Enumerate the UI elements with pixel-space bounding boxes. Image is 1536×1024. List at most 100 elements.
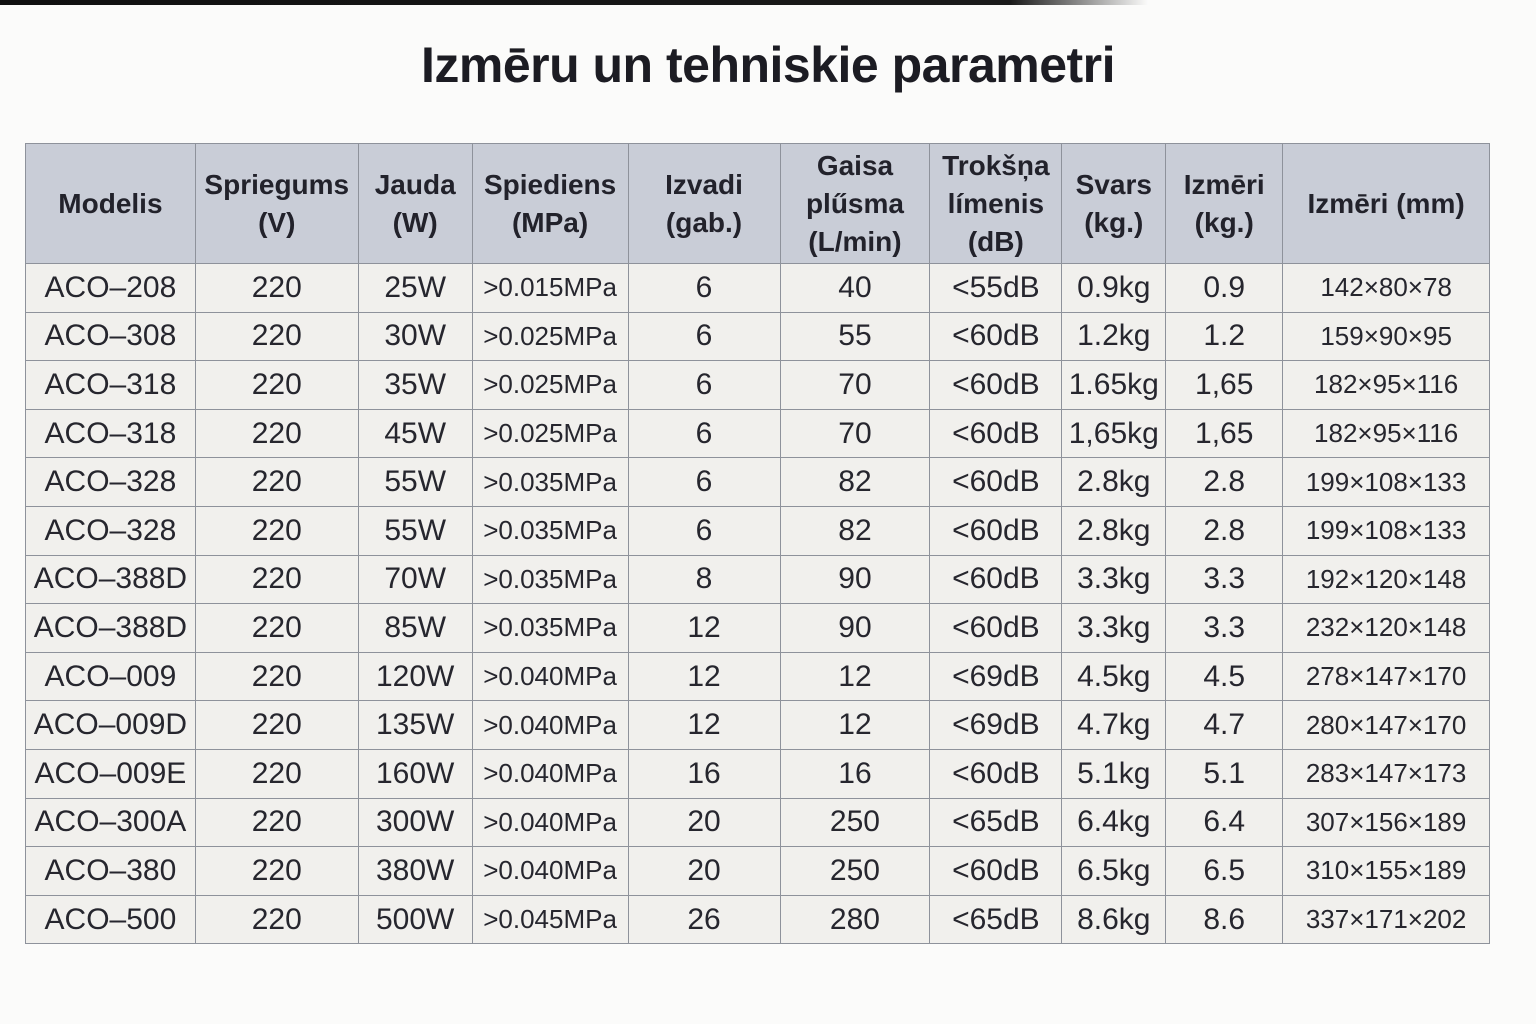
table-row: ACO–009E 220 160W >0.040MPa 16 16 <60dB 5.1kg 5.…: [25, 748, 1490, 799]
cell-gaisa-plusma: 16: [779, 748, 931, 799]
table-row: ACO–328 220 55W >0.035MPa 6 82 <60dB 2.8kg 2.8 19…: [25, 457, 1490, 507]
cell-jauda: 55W: [357, 505, 473, 556]
cell-izvadi: 20: [627, 846, 781, 896]
cell-gaisa-plusma: 55: [779, 311, 931, 362]
cell-gaisa-plusma: 70: [779, 408, 931, 459]
cell-spiediens: >0.025MPa: [471, 360, 629, 410]
cell-izmeri-mm: 159×90×95: [1282, 311, 1490, 362]
cell-modelis: ACO–388D: [25, 603, 196, 653]
cell-izvadi: 6: [627, 505, 781, 556]
cell-spriegums: 220: [194, 263, 359, 313]
cell-spriegums: 220: [194, 457, 359, 507]
cell-spiediens: >0.035MPa: [471, 603, 629, 653]
cell-modelis: ACO–328: [25, 457, 196, 507]
cell-svars: 2.8kg: [1061, 457, 1167, 507]
cell-spiediens: >0.040MPa: [471, 651, 629, 702]
cell-izmeri-mm: 310×155×189: [1282, 846, 1490, 896]
column-header-line: Gaisa: [816, 149, 894, 181]
cell-troksna-limenis: <65dB: [929, 797, 1063, 848]
column-header-line: Spriegums: [204, 168, 350, 200]
cell-troksna-limenis: <65dB: [929, 894, 1063, 945]
cell-spiediens: >0.040MPa: [471, 748, 629, 799]
cell-spriegums: 220: [194, 408, 359, 459]
cell-svars: 6.5kg: [1061, 846, 1167, 896]
cell-izvadi: 12: [627, 651, 781, 702]
cell-modelis: ACO–300A: [25, 797, 196, 848]
cell-gaisa-plusma: 40: [779, 263, 931, 313]
cell-troksna-limenis: <69dB: [929, 651, 1063, 702]
cell-spriegums: 220: [194, 360, 359, 410]
column-header-jauda: Jauda (W): [357, 143, 473, 264]
column-header-line: Trokšņa: [942, 149, 1050, 181]
table-row: ACO–388D 220 85W >0.035MPa 12 90 <60dB 3.3kg 3.3…: [25, 603, 1490, 653]
cell-jauda: 70W: [357, 554, 473, 605]
cell-spriegums: 220: [194, 554, 359, 605]
cell-izmeri-mm: 337×171×202: [1282, 894, 1490, 945]
cell-jauda: 135W: [357, 700, 473, 750]
cell-modelis: ACO–208: [25, 263, 196, 313]
cell-jauda: 55W: [357, 457, 473, 507]
cell-spriegums: 220: [194, 311, 359, 362]
cell-izmeri-kg: 2.8: [1165, 457, 1284, 507]
column-header-line: (MPa): [511, 206, 589, 238]
cell-jauda: 300W: [357, 797, 473, 848]
scan-artifact-top-edge: [0, 0, 1148, 5]
cell-izvadi: 8: [627, 554, 781, 605]
cell-svars: 6.4kg: [1061, 797, 1167, 848]
column-header-line: (gab.): [665, 206, 743, 238]
cell-modelis: ACO–009E: [25, 748, 196, 799]
cell-izvadi: 20: [627, 797, 781, 848]
cell-spiediens: >0.040MPa: [471, 797, 629, 848]
cell-svars: 3.3kg: [1061, 554, 1167, 605]
cell-modelis: ACO–388D: [25, 554, 196, 605]
cell-svars: 4.7kg: [1061, 700, 1167, 750]
cell-spiediens: >0.040MPa: [471, 846, 629, 896]
cell-svars: 1.2kg: [1061, 311, 1167, 362]
column-header-line: límenis: [947, 187, 1045, 219]
cell-troksna-limenis: <60dB: [929, 554, 1063, 605]
column-header-line: Jauda: [374, 168, 456, 200]
cell-gaisa-plusma: 12: [779, 651, 931, 702]
cell-spriegums: 220: [194, 603, 359, 653]
column-header-line: Izmēri (mm): [1307, 187, 1465, 219]
cell-troksna-limenis: <60dB: [929, 457, 1063, 507]
cell-troksna-limenis: <60dB: [929, 846, 1063, 896]
cell-gaisa-plusma: 12: [779, 700, 931, 750]
cell-izmeri-mm: 232×120×148: [1282, 603, 1490, 653]
cell-spriegums: 220: [194, 505, 359, 556]
cell-svars: 1.65kg: [1061, 360, 1167, 410]
table-row: ACO–318 220 35W >0.025MPa 6 70 <60dB 1.65kg 1,65…: [25, 360, 1490, 410]
cell-troksna-limenis: <55dB: [929, 263, 1063, 313]
cell-spiediens: >0.045MPa: [471, 894, 629, 945]
cell-jauda: 160W: [357, 748, 473, 799]
cell-jauda: 45W: [357, 408, 473, 459]
cell-modelis: ACO–380: [25, 846, 196, 896]
cell-izmeri-kg: 6.4: [1165, 797, 1284, 848]
column-header-line: Izvadi: [665, 168, 743, 200]
table-row: ACO–208 220 25W >0.015MPa 6 40 <55dB 0.9kg 0.9 14…: [25, 263, 1490, 313]
cell-troksna-limenis: <60dB: [929, 408, 1063, 459]
cell-gaisa-plusma: 82: [779, 505, 931, 556]
cell-izmeri-mm: 182×95×116: [1282, 408, 1490, 459]
cell-izmeri-kg: 4.7: [1165, 700, 1284, 750]
cell-svars: 1,65kg: [1061, 408, 1167, 459]
cell-izvadi: 6: [627, 360, 781, 410]
column-header-line: (kg.): [1084, 206, 1144, 238]
cell-izvadi: 6: [627, 311, 781, 362]
cell-gaisa-plusma: 250: [779, 797, 931, 848]
cell-jauda: 380W: [357, 846, 473, 896]
column-header-troksna-limenis: Trokšņa límenis (dB): [929, 143, 1063, 264]
cell-troksna-limenis: <69dB: [929, 700, 1063, 750]
table-row: ACO–308 220 30W >0.025MPa 6 55 <60dB 1.2kg 1.2 15…: [25, 311, 1490, 362]
spec-table: Modelis Spriegums (V) Jauda (W) Spiediens (MPa…: [25, 143, 1490, 945]
cell-izvadi: 6: [627, 408, 781, 459]
column-header-izmeri-mm: Izmēri (mm): [1282, 143, 1490, 264]
cell-spriegums: 220: [194, 748, 359, 799]
cell-gaisa-plusma: 90: [779, 554, 931, 605]
column-header-gaisa-plusma: Gaisa plűsma (L/min): [779, 143, 931, 264]
cell-gaisa-plusma: 82: [779, 457, 931, 507]
column-header-izmeri-kg: Izmēri (kg.): [1165, 143, 1284, 264]
column-header-spriegums: Spriegums (V): [194, 143, 359, 264]
cell-izmeri-mm: 192×120×148: [1282, 554, 1490, 605]
